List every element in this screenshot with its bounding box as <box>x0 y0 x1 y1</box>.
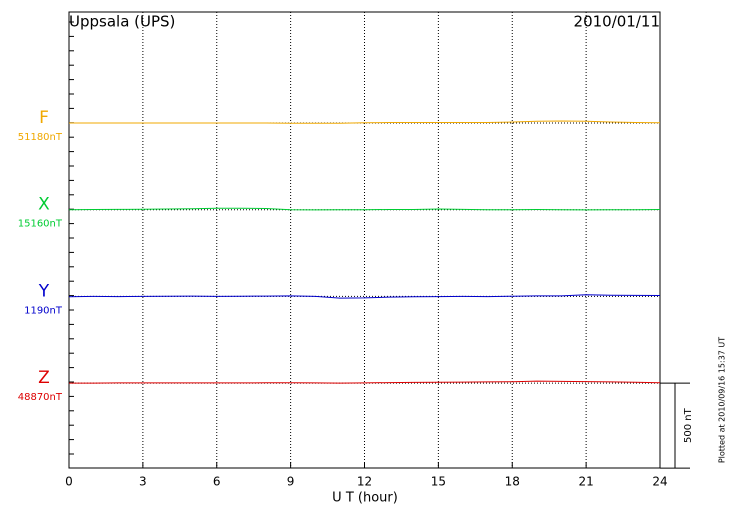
series-name: X <box>38 195 50 215</box>
trace <box>68 294 661 299</box>
chart-date: 2010/01/11 <box>574 13 660 31</box>
x-axis-label: U T (hour) <box>332 491 398 506</box>
x-tick-label: 21 <box>578 475 593 489</box>
trace <box>69 380 661 384</box>
series-name: Z <box>38 368 50 388</box>
series-name: Y <box>38 281 50 301</box>
x-tick-label: 24 <box>652 475 667 489</box>
x-tick-label: 3 <box>139 475 147 489</box>
scale-label: 500 nT <box>683 407 694 443</box>
x-tick-label: 18 <box>505 475 520 489</box>
x-tick-label: 0 <box>65 475 73 489</box>
footnote: Plotted at 2010/09/16 15:37 UT <box>718 337 727 463</box>
baseline-label: 51180nT <box>18 132 63 143</box>
x-tick-label: 12 <box>357 475 372 489</box>
series-name: F <box>39 108 49 128</box>
x-tick-label: 15 <box>431 475 446 489</box>
trace <box>69 120 661 124</box>
baseline-label: 15160nT <box>18 219 63 230</box>
x-tick-label: 9 <box>287 475 295 489</box>
baseline-label: 1190nT <box>24 305 63 316</box>
chart-title: Uppsala (UPS) <box>69 13 175 31</box>
x-tick-label: 6 <box>213 475 221 489</box>
baseline-label: 48870nT <box>18 392 63 403</box>
trace <box>68 207 661 211</box>
